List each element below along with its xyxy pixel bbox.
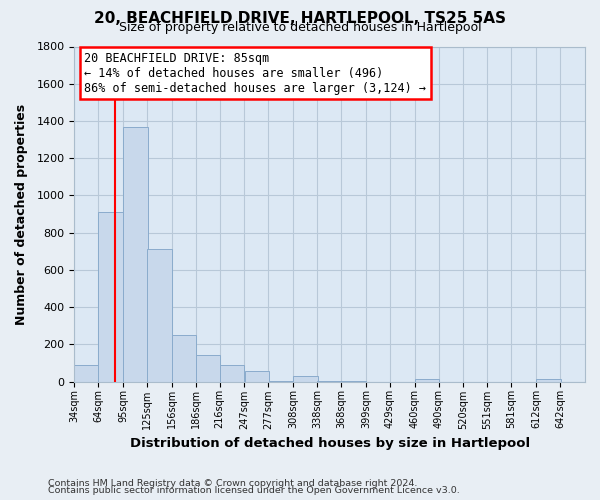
Bar xyxy=(317,380,342,382)
Text: Contains HM Land Registry data © Crown copyright and database right 2024.: Contains HM Land Registry data © Crown c… xyxy=(48,478,418,488)
Bar xyxy=(536,378,561,382)
Bar xyxy=(269,380,293,382)
Bar xyxy=(293,376,318,382)
Text: 20 BEACHFIELD DRIVE: 85sqm
← 14% of detached houses are smaller (496)
86% of sem: 20 BEACHFIELD DRIVE: 85sqm ← 14% of deta… xyxy=(85,52,427,94)
Bar xyxy=(172,335,196,382)
Bar xyxy=(98,212,123,382)
Bar xyxy=(196,354,220,382)
Bar xyxy=(74,365,99,382)
Text: 20, BEACHFIELD DRIVE, HARTLEPOOL, TS25 5AS: 20, BEACHFIELD DRIVE, HARTLEPOOL, TS25 5… xyxy=(94,11,506,26)
Bar xyxy=(415,378,439,382)
Y-axis label: Number of detached properties: Number of detached properties xyxy=(15,104,28,324)
Bar xyxy=(341,380,366,382)
X-axis label: Distribution of detached houses by size in Hartlepool: Distribution of detached houses by size … xyxy=(130,437,530,450)
Bar xyxy=(220,365,244,382)
Bar xyxy=(123,126,148,382)
Text: Size of property relative to detached houses in Hartlepool: Size of property relative to detached ho… xyxy=(119,21,481,34)
Text: Contains public sector information licensed under the Open Government Licence v3: Contains public sector information licen… xyxy=(48,486,460,495)
Bar xyxy=(245,372,269,382)
Bar xyxy=(147,250,172,382)
